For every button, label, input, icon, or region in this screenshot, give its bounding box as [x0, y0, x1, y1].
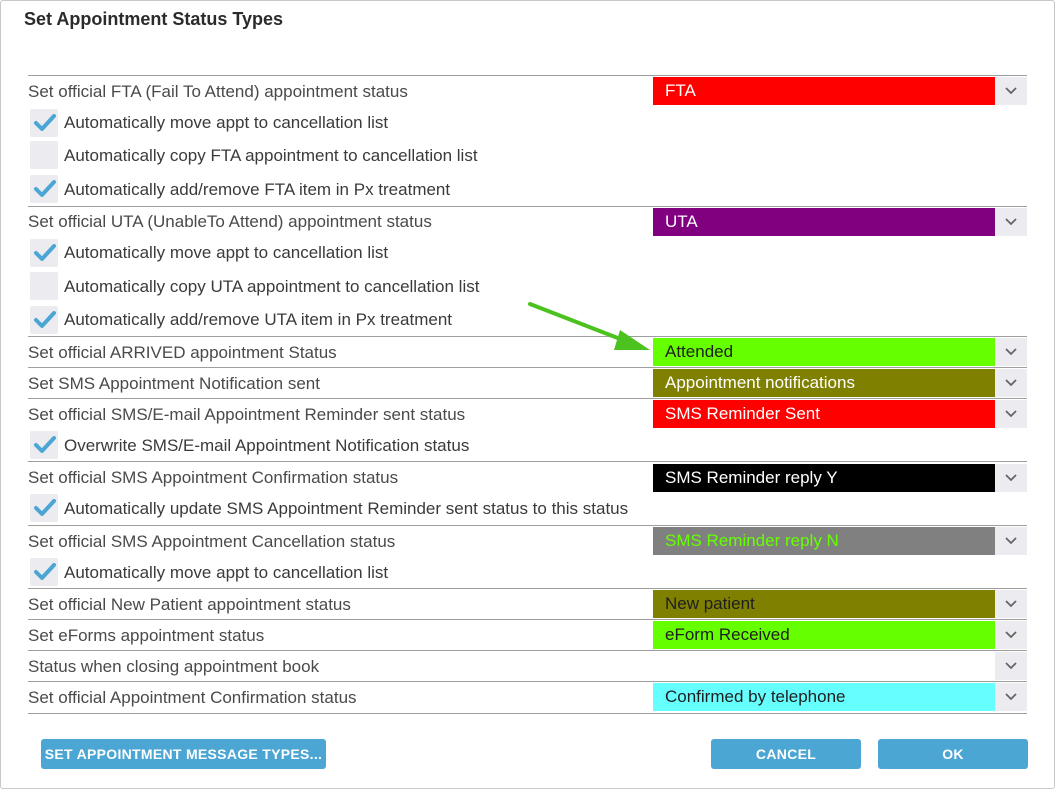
fta-copy-label: Automatically copy FTA appointment to ca… [64, 146, 478, 165]
fta-move-checkbox[interactable] [30, 109, 58, 137]
sms-confirmation-value: SMS Reminder reply Y [653, 464, 995, 492]
uta-status-value: UTA [653, 208, 995, 236]
uta-status-select[interactable]: UTA [653, 208, 1027, 236]
uta-copy-label: Automatically copy UTA appointment to ca… [64, 277, 480, 296]
eforms-status-label: Set eForms appointment status [28, 626, 265, 645]
checkmark-icon [34, 436, 56, 453]
sms-notification-label: Set SMS Appointment Notification sent [28, 374, 320, 393]
checkmark-icon [34, 114, 56, 131]
ok-button[interactable]: OK [878, 739, 1028, 769]
chevron-down-icon[interactable] [995, 338, 1027, 366]
new-patient-value: New patient [653, 590, 995, 618]
arrived-status-value: Attended [653, 338, 995, 366]
cancel-move-label: Automatically move appt to cancellation … [64, 563, 389, 582]
arrived-status-select[interactable]: Attended [653, 338, 1027, 366]
chevron-down-icon[interactable] [995, 621, 1027, 649]
closing-status-select[interactable] [653, 652, 1027, 680]
reminder-status-value: SMS Reminder Sent [653, 400, 995, 428]
arrived-status-label: Set official ARRIVED appointment Status [28, 343, 337, 362]
reminder-status-select[interactable]: SMS Reminder Sent [653, 400, 1027, 428]
overwrite-notification-checkbox[interactable] [30, 431, 58, 459]
fta-status-label: Set official FTA (Fail To Attend) appoin… [28, 82, 408, 101]
uta-status-label: Set official UTA (UnableTo Attend) appoi… [28, 212, 432, 231]
divider [28, 367, 1027, 368]
new-patient-label: Set official New Patient appointment sta… [28, 595, 351, 614]
fta-status-value: FTA [653, 77, 995, 105]
sms-confirmation-select[interactable]: SMS Reminder reply Y [653, 464, 1027, 492]
fta-status-select[interactable]: FTA [653, 77, 1027, 105]
checkmark-icon [34, 244, 56, 261]
uta-item-label: Automatically add/remove UTA item in Px … [64, 310, 453, 329]
checkmark-icon [34, 499, 56, 516]
chevron-down-icon[interactable] [995, 590, 1027, 618]
update-reminder-label: Automatically update SMS Appointment Rem… [64, 499, 629, 518]
divider [28, 619, 1027, 620]
uta-item-checkbox[interactable] [30, 306, 58, 334]
fta-item-label: Automatically add/remove FTA item in Px … [64, 180, 451, 199]
chevron-down-icon[interactable] [995, 652, 1027, 680]
sms-confirmation-label: Set official SMS Appointment Confirmatio… [28, 468, 399, 487]
sms-notification-select[interactable]: Appointment notifications [653, 369, 1027, 397]
sms-cancellation-select[interactable]: SMS Reminder reply N [653, 527, 1027, 555]
uta-copy-checkbox[interactable] [30, 272, 58, 300]
cancel-move-checkbox[interactable] [30, 558, 58, 586]
divider [28, 336, 1027, 337]
divider [28, 398, 1027, 399]
divider [28, 206, 1027, 207]
checkmark-icon [34, 180, 56, 197]
confirmation-status-select[interactable]: Confirmed by telephone [653, 683, 1027, 711]
sms-cancellation-value: SMS Reminder reply N [653, 527, 995, 555]
divider [28, 525, 1027, 526]
uta-move-label: Automatically move appt to cancellation … [64, 243, 389, 262]
divider [28, 461, 1027, 462]
update-reminder-checkbox[interactable] [30, 494, 58, 522]
divider [28, 75, 1027, 76]
reminder-status-label: Set official SMS/E-mail Appointment Remi… [28, 405, 466, 424]
uta-move-checkbox[interactable] [30, 239, 58, 267]
chevron-down-icon[interactable] [995, 527, 1027, 555]
checkmark-icon [34, 563, 56, 580]
chevron-down-icon[interactable] [995, 208, 1027, 236]
closing-status-label: Status when closing appointment book [28, 657, 320, 676]
fta-copy-checkbox[interactable] [30, 141, 58, 169]
eforms-status-select[interactable]: eForm Received [653, 621, 1027, 649]
closing-status-value [653, 652, 995, 680]
fta-item-checkbox[interactable] [30, 175, 58, 203]
chevron-down-icon[interactable] [995, 464, 1027, 492]
set-message-types-button[interactable]: SET APPOINTMENT MESSAGE TYPES... [41, 739, 326, 769]
overwrite-notification-label: Overwrite SMS/E-mail Appointment Notific… [64, 436, 470, 455]
eforms-status-value: eForm Received [653, 621, 995, 649]
divider [28, 650, 1027, 651]
divider [28, 588, 1027, 589]
confirmation-status-value: Confirmed by telephone [653, 683, 995, 711]
chevron-down-icon[interactable] [995, 400, 1027, 428]
dialog-title: Set Appointment Status Types [24, 9, 284, 29]
chevron-down-icon[interactable] [995, 77, 1027, 105]
sms-cancellation-label: Set official SMS Appointment Cancellatio… [28, 532, 396, 551]
divider [28, 681, 1027, 682]
new-patient-select[interactable]: New patient [653, 590, 1027, 618]
chevron-down-icon[interactable] [995, 369, 1027, 397]
cancel-button[interactable]: CANCEL [711, 739, 861, 769]
checkmark-icon [34, 311, 56, 328]
confirmation-status-label: Set official Appointment Confirmation st… [28, 688, 357, 707]
chevron-down-icon[interactable] [995, 683, 1027, 711]
fta-move-label: Automatically move appt to cancellation … [64, 113, 389, 132]
sms-notification-value: Appointment notifications [653, 369, 995, 397]
divider [28, 713, 1027, 714]
